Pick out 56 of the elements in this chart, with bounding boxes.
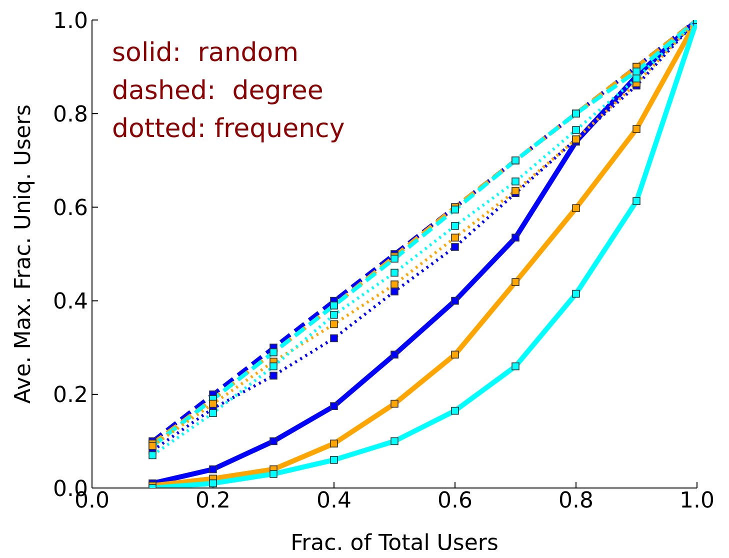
point <box>390 280 398 288</box>
y-tick-label: 0.2 <box>53 383 88 408</box>
point <box>148 451 156 460</box>
point <box>209 479 217 488</box>
point <box>390 350 398 359</box>
point <box>632 74 640 82</box>
point <box>632 68 640 76</box>
y-tick-label: 0.8 <box>53 102 88 128</box>
x-tick-label: 0.4 <box>316 488 352 514</box>
point <box>209 465 217 474</box>
point <box>451 206 459 214</box>
point <box>451 350 459 359</box>
point <box>390 400 398 408</box>
annotation: dotted: frequency <box>112 113 345 146</box>
x-tick-label: 1.0 <box>680 488 714 514</box>
point <box>390 268 398 277</box>
point <box>451 222 459 230</box>
point <box>270 437 278 446</box>
point <box>451 243 459 251</box>
point <box>330 402 338 410</box>
point <box>632 125 640 133</box>
x-tick-label: 0.2 <box>196 488 230 514</box>
point <box>572 126 580 134</box>
annotation: dashed: degree <box>112 75 324 108</box>
point <box>512 178 520 186</box>
y-tick-label: 0.6 <box>53 196 88 222</box>
x-tick-label: 0.6 <box>438 488 472 514</box>
point <box>451 296 459 305</box>
point <box>512 278 520 286</box>
point <box>330 440 338 448</box>
point <box>451 234 459 242</box>
point <box>512 362 520 370</box>
point <box>270 470 278 478</box>
point <box>330 456 338 464</box>
y-tick-label: 1.0 <box>53 8 88 34</box>
y-axis-title: Ave. Max. Frac. Uniq. Users <box>10 104 36 404</box>
point <box>270 362 278 370</box>
point <box>512 234 520 242</box>
point <box>270 372 278 380</box>
x-axis-title: Frac. of Total Users <box>290 531 498 556</box>
point <box>209 409 217 418</box>
point <box>390 437 398 446</box>
point <box>330 320 338 328</box>
point <box>330 334 338 342</box>
annotation: solid: random <box>112 37 300 70</box>
point <box>572 290 580 298</box>
point <box>451 406 459 415</box>
x-tick-label: 0.8 <box>558 488 594 514</box>
point <box>330 310 338 319</box>
point <box>390 254 398 263</box>
y-tick-label: 0.4 <box>53 290 88 315</box>
point <box>209 400 217 408</box>
point <box>632 197 640 206</box>
point <box>512 186 520 195</box>
point <box>390 288 398 296</box>
point <box>572 204 580 212</box>
